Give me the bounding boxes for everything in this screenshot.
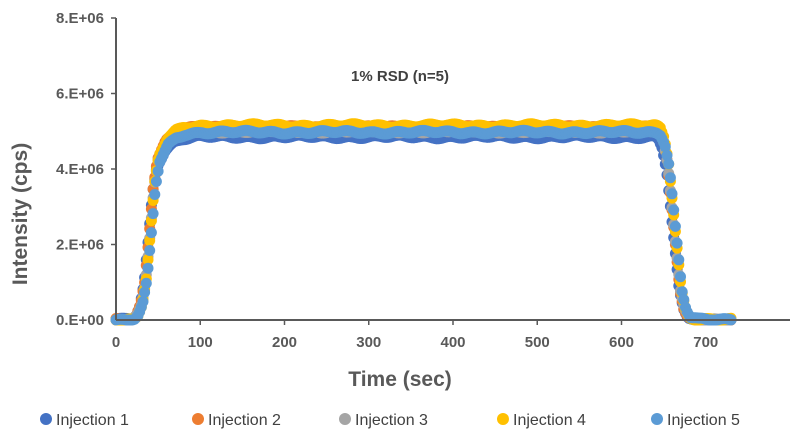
legend: Injection 1 Injection 2 Injection 3 Injecti… <box>40 412 740 429</box>
legend-label: Injection 3 <box>355 412 428 429</box>
y-axis-title: Intensity (cps) <box>9 143 32 285</box>
data-point <box>659 141 671 153</box>
legend-marker <box>192 413 204 425</box>
data-point <box>669 220 681 232</box>
data-point <box>675 271 686 283</box>
y-tick-label: 6.E+06 <box>56 86 104 103</box>
data-point <box>673 254 685 266</box>
legend-label: Injection 2 <box>208 412 281 429</box>
x-tick-label: 0 <box>112 334 120 351</box>
legend-marker <box>339 413 351 425</box>
x-tick-label: 100 <box>188 334 213 351</box>
series-2 <box>110 120 737 326</box>
x-tick-label: 300 <box>356 334 381 351</box>
y-tick-label: 4.E+06 <box>56 161 104 178</box>
plot-area <box>110 118 737 326</box>
x-tick-label: 500 <box>525 334 550 351</box>
y-tick-labels: 0.E+00 2.E+06 4.E+06 6.E+06 8.E+06 <box>56 10 116 329</box>
data-point <box>137 296 149 308</box>
legend-marker <box>40 413 52 425</box>
data-point <box>150 176 162 187</box>
y-tick-label: 2.E+06 <box>56 237 104 254</box>
x-tick-label: 400 <box>440 334 465 351</box>
data-point <box>142 262 154 274</box>
legend-item: Injection 2 <box>192 412 281 429</box>
y-tick-label: 8.E+06 <box>56 10 104 27</box>
legend-item: Injection 4 <box>497 412 586 429</box>
data-point <box>149 189 161 200</box>
x-tick-label: 700 <box>693 334 718 351</box>
data-point <box>671 237 683 249</box>
legend-label: Injection 4 <box>513 412 586 429</box>
series-1 <box>110 129 737 326</box>
series-4 <box>110 118 737 326</box>
data-point <box>663 158 675 170</box>
x-tick-label: 200 <box>272 334 297 351</box>
series-3 <box>110 123 737 326</box>
data-point <box>668 204 680 216</box>
x-tick-labels: 0 100 200 300 400 500 600 700 <box>112 320 718 351</box>
x-tick-label: 600 <box>609 334 634 351</box>
legend-marker <box>651 413 663 425</box>
legend-item: Injection 3 <box>339 412 428 429</box>
rsd-annotation: 1% RSD (n=5) <box>351 68 449 85</box>
series-5 <box>110 124 737 326</box>
data-point <box>145 227 157 239</box>
legend-marker <box>497 413 509 425</box>
data-point <box>142 254 154 266</box>
x-axis-title: Time (sec) <box>348 368 452 391</box>
legend-item: Injection 1 <box>40 412 129 429</box>
legend-label: Injection 1 <box>56 412 129 429</box>
data-point <box>144 245 156 256</box>
data-point <box>139 286 151 298</box>
legend-item: Injection 5 <box>651 412 740 429</box>
data-point <box>664 172 676 184</box>
data-point <box>152 165 164 177</box>
y-tick-label: 0.E+00 <box>56 312 104 329</box>
data-point <box>140 277 152 289</box>
legend-label: Injection 5 <box>667 412 740 429</box>
data-point <box>661 149 673 161</box>
data-point <box>666 188 678 200</box>
data-point <box>147 208 159 220</box>
